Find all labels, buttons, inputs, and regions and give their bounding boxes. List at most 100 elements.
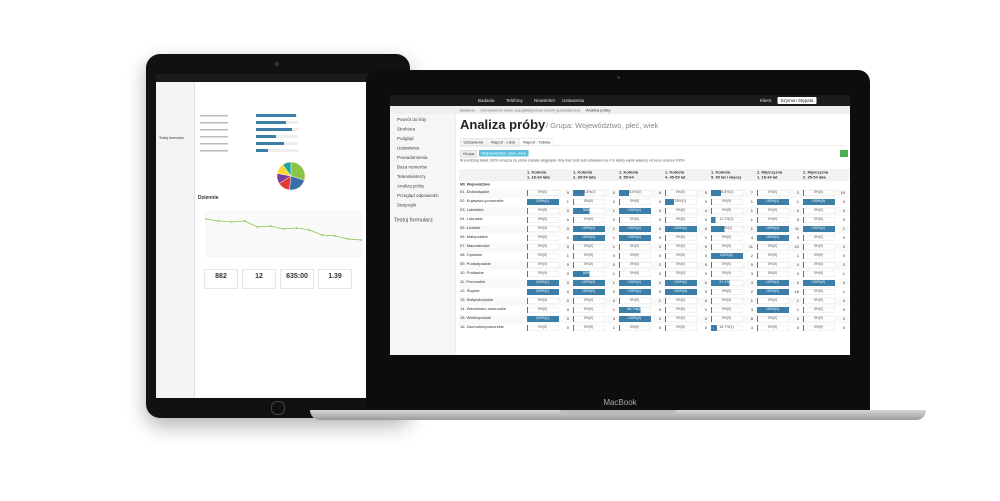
nav-item[interactable]: Badania xyxy=(478,98,495,103)
bar xyxy=(665,226,697,232)
nav-item[interactable]: Ustawienia xyxy=(562,98,585,103)
bar-label: 0%(0) xyxy=(813,325,824,330)
bar xyxy=(803,199,835,205)
tablet-point xyxy=(256,226,259,228)
bar-label: 0%(0) xyxy=(675,298,686,303)
column-header: 2. 35-54 lata xyxy=(573,175,596,180)
cell-count: 4 xyxy=(612,316,615,322)
sidebar-item[interactable]: Powrót do listy xyxy=(397,117,427,122)
row-stripe xyxy=(459,225,849,234)
group-value[interactable]: Województwo, płeć, wiek xyxy=(479,150,529,157)
tablet-screen: Testuj formularz Dziennie 882 12 635:00 1.3… xyxy=(156,74,399,398)
tablet-point xyxy=(243,220,246,222)
bar-label: 100%(1) xyxy=(765,226,780,231)
column-header: 1. Kobieta xyxy=(665,170,685,175)
cell-count: 0 xyxy=(704,280,707,286)
add-button[interactable] xyxy=(840,150,848,157)
bar xyxy=(573,199,574,205)
bar-label: 100%(2) xyxy=(719,253,734,258)
bar xyxy=(527,280,559,286)
cell-count: 2 xyxy=(750,253,753,259)
row-label: 06. Małopolskie xyxy=(460,234,488,239)
bar-label: 0%(0) xyxy=(583,244,594,249)
bar xyxy=(527,316,559,322)
sidebar-item[interactable]: Powiadomienia xyxy=(397,155,428,160)
user-button[interactable]: Szymon Stępala xyxy=(777,97,817,104)
client-menu[interactable]: Klient xyxy=(760,98,772,103)
cell-count: 9 xyxy=(566,190,569,196)
bar-label: 0%(0) xyxy=(813,208,824,213)
sidebar-item[interactable]: Teleankieterzy xyxy=(397,174,426,179)
bar-label: 0%(0) xyxy=(583,199,594,204)
bar-label: 0%(0) xyxy=(767,262,778,267)
bar-label: 0%(0) xyxy=(767,208,778,213)
sidebar-item[interactable]: Przegląd odpowiedzi xyxy=(397,193,439,198)
bar xyxy=(711,208,712,214)
column-header: 2. Mężczyzna xyxy=(803,170,829,175)
cell-count: 0 xyxy=(612,298,615,304)
test-form-link[interactable]: Testuj formularz xyxy=(394,217,433,223)
bar xyxy=(665,199,674,205)
bar-label: 0%(0) xyxy=(813,298,824,303)
tab[interactable]: Ustawienia xyxy=(460,138,487,147)
bar-label: 100%(2) xyxy=(811,280,826,285)
bar xyxy=(527,262,528,268)
bar-label: 0%(0) xyxy=(675,325,686,330)
tab[interactable]: Raport - Tabela xyxy=(519,138,554,147)
sidebar-item[interactable]: Podgląd xyxy=(397,136,414,141)
bar xyxy=(619,244,620,250)
cell-count: 1 xyxy=(750,217,753,223)
bar-label: 0%(0) xyxy=(537,262,548,267)
sidebar-item[interactable]: Ustawienia xyxy=(397,145,420,151)
bar xyxy=(619,226,651,232)
bar-label: 0%(0) xyxy=(767,271,778,276)
sidebar-item[interactable]: Struktura xyxy=(397,126,416,132)
bar xyxy=(803,244,804,250)
bar xyxy=(757,271,758,277)
tablet-sidebar-link[interactable]: Testuj formularz xyxy=(159,136,184,140)
bar-label: 0%(0) xyxy=(721,244,732,249)
bar xyxy=(757,190,758,196)
cell-count: 0 xyxy=(566,298,569,304)
tab[interactable]: Raport - Lista xyxy=(487,138,519,147)
bar-label: 0%(0) xyxy=(537,235,548,240)
breadcrumb-bar xyxy=(390,106,850,114)
bar xyxy=(757,235,789,241)
tablet-point xyxy=(360,239,362,241)
bar-label: 0%(0) xyxy=(537,307,548,312)
cell-count: 0 xyxy=(842,208,845,214)
nav-item[interactable]: Newsletter xyxy=(534,98,556,103)
cell-count: 0 xyxy=(566,307,569,313)
bar xyxy=(711,190,721,196)
cell-count: 4 xyxy=(704,208,707,214)
cell-count: 1 xyxy=(612,244,615,250)
bar-label: 100%(1) xyxy=(627,289,642,294)
breadcrumb-item[interactable]: Konsumenci rynku specjalistycznej chemii… xyxy=(480,108,580,113)
cell-count: 0 xyxy=(842,253,845,259)
bar-label: 0%(0) xyxy=(675,253,686,258)
cell-count: 0 xyxy=(566,271,569,277)
cell-count: 0 xyxy=(842,244,845,250)
column-header: 5. 65 lat i więcej xyxy=(711,175,742,180)
cell-count: 3 xyxy=(750,325,753,331)
tablet-row-label xyxy=(200,115,228,117)
cell-count: 1 xyxy=(612,235,615,241)
sidebar-item[interactable]: Analiza próby xyxy=(397,183,425,189)
tablet-sidebar xyxy=(156,82,195,398)
cell-count: 1 xyxy=(750,226,753,232)
cell-count: 1 xyxy=(750,298,753,304)
bar xyxy=(665,208,666,214)
cell-count: 0 xyxy=(842,316,845,322)
cell-count: 0 xyxy=(704,253,707,259)
row-label: 15. Wielkopolskie xyxy=(460,315,492,320)
nav-item[interactable]: Telefony xyxy=(506,98,523,103)
breadcrumb-item[interactable]: Badania xyxy=(460,108,475,113)
bar-label: 0%(0) xyxy=(537,271,548,276)
sidebar-item[interactable]: Statystyki xyxy=(397,202,417,208)
cell-count: 1 xyxy=(612,307,615,313)
sidebar-item[interactable]: Baza numerów xyxy=(397,164,428,170)
tablet-home-button[interactable] xyxy=(271,401,285,415)
cell-count: 9 xyxy=(796,217,799,223)
tab-underline xyxy=(460,145,845,146)
